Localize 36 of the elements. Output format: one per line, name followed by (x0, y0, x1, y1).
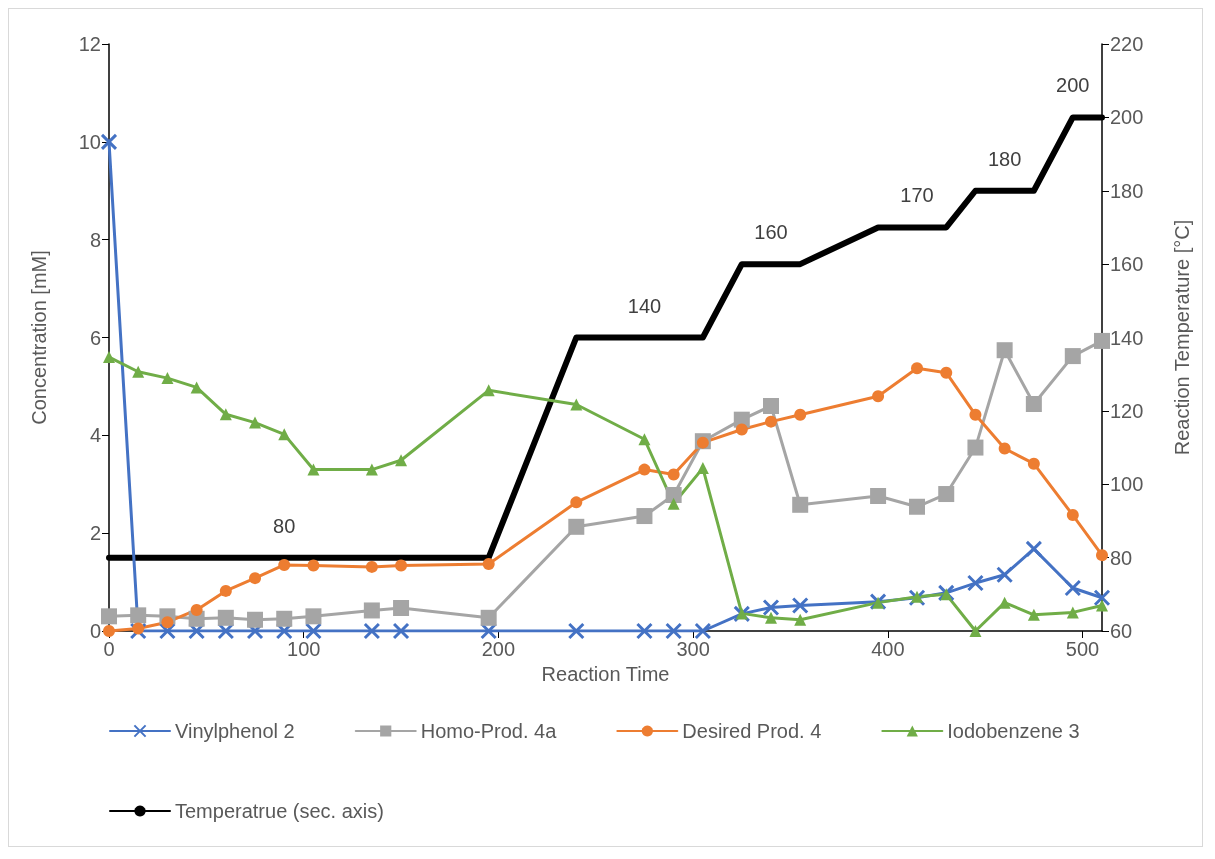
data-label: 170 (900, 184, 934, 207)
y-tick-label: 4 (89, 424, 101, 447)
x-axis-title: Reaction Time (541, 662, 670, 685)
y-axis-title: Concentration [mM] (28, 250, 50, 425)
y-tick-label: 8 (89, 228, 101, 251)
y2-tick-label: 160 (1110, 253, 1144, 276)
y-tick-label: 0 (89, 620, 101, 642)
legend-label: Vinylphenol 2 (175, 720, 295, 742)
legend-label: Desired Prod. 4 (682, 720, 822, 742)
data-label: 140 (627, 294, 662, 317)
data-label: 180 (987, 147, 1022, 170)
legend-label: Iodobenzene 3 (947, 720, 1080, 742)
data-label: 80 (273, 514, 296, 537)
x-tick-label: 400 (871, 638, 905, 660)
y2-tick-label: 220 (1110, 33, 1144, 55)
y2-tick-label: 120 (1110, 399, 1144, 422)
y2-tick-label: 80 (1110, 546, 1133, 569)
x-tick-label: 300 (676, 638, 710, 660)
legend-label: Homo-Prod. 4a (420, 720, 558, 742)
x-tick-label: 0 (103, 638, 115, 660)
y2-tick-label: 100 (1110, 473, 1144, 496)
x-tick-label: 500 (1065, 638, 1100, 660)
y2-tick-label: 140 (1110, 326, 1144, 349)
legend-label: Temperatrue (sec. axis) (175, 800, 384, 822)
y-tick-label: 6 (89, 326, 101, 349)
y-tick-label: 2 (89, 522, 101, 545)
data-label: 160 (754, 221, 788, 244)
y-tick-label: 10 (78, 130, 101, 153)
data-label: 200 (1056, 74, 1090, 97)
y2-tick-label: 200 (1110, 106, 1144, 129)
y2-tick-label: 60 (1110, 620, 1133, 642)
x-tick-label: 100 (287, 638, 321, 660)
y2-tick-label: 180 (1110, 179, 1144, 202)
y-tick-label: 12 (78, 33, 101, 55)
x-tick-label: 200 (481, 638, 516, 660)
y2-axis-title: Reaction Temperature [°C] (1171, 219, 1193, 456)
